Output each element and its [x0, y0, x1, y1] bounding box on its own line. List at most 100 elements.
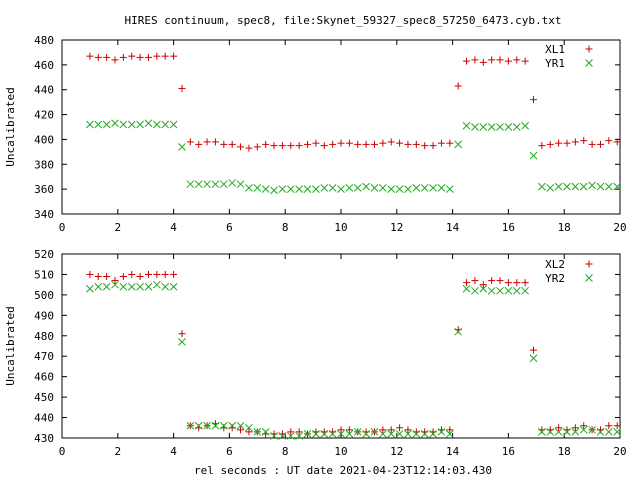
data-point	[219, 180, 228, 189]
data-point	[287, 428, 295, 436]
data-point	[111, 119, 119, 128]
data-point	[161, 52, 169, 60]
data-point	[303, 185, 312, 193]
data-point	[354, 140, 362, 148]
data-point	[555, 424, 563, 432]
legend-marker	[585, 260, 593, 268]
data-point	[278, 142, 286, 150]
x-tick-label: 0	[59, 445, 66, 458]
data-point	[295, 432, 304, 440]
data-point	[153, 270, 161, 278]
series-yr2	[86, 280, 622, 440]
data-point	[387, 430, 396, 438]
data-point	[136, 120, 144, 129]
data-point	[579, 182, 588, 191]
data-point	[521, 57, 529, 65]
data-point	[420, 184, 429, 192]
data-point	[337, 185, 345, 193]
data-point	[203, 138, 211, 146]
data-point	[102, 120, 111, 129]
data-point	[144, 282, 153, 291]
y-tick-label: 460	[34, 371, 54, 384]
data-point	[521, 286, 529, 295]
y-tick-label: 470	[34, 350, 54, 363]
data-point	[454, 82, 462, 90]
data-point	[404, 140, 412, 148]
y-tick-label: 420	[34, 109, 54, 122]
data-point	[496, 123, 504, 131]
data-point	[538, 182, 546, 191]
data-point	[538, 142, 546, 150]
y-tick-label: 490	[34, 309, 54, 322]
x-axis-label: rel seconds : UT date 2021-04-23T12:14:0…	[194, 464, 492, 477]
y-tick-label: 510	[34, 268, 54, 281]
y-tick-label: 480	[34, 34, 54, 47]
y-tick-label: 360	[34, 183, 54, 196]
data-point	[596, 428, 605, 436]
data-point	[245, 428, 253, 436]
data-point	[178, 84, 186, 92]
data-point	[387, 138, 395, 146]
data-point	[195, 140, 203, 148]
data-point	[513, 56, 521, 64]
data-point	[295, 142, 303, 150]
data-point	[86, 284, 94, 293]
plot-frame	[61, 39, 621, 215]
y-axis-label: Uncalibrated	[4, 87, 17, 166]
legend-label: YR2	[545, 272, 565, 285]
data-point	[504, 286, 513, 295]
data-point	[546, 140, 554, 148]
data-point	[487, 123, 496, 131]
data-point	[579, 425, 588, 434]
data-point	[144, 53, 152, 61]
data-point	[144, 270, 152, 278]
data-point	[186, 180, 195, 189]
data-point	[395, 185, 404, 193]
y-tick-label: 340	[34, 208, 54, 221]
data-point	[286, 432, 295, 440]
data-point	[378, 430, 387, 438]
data-point	[295, 185, 304, 193]
data-point	[554, 182, 563, 191]
data-point	[86, 270, 94, 278]
data-point	[496, 56, 504, 64]
x-tick-label: 2	[114, 445, 121, 458]
data-point	[463, 279, 471, 287]
data-point	[153, 52, 161, 60]
data-point	[194, 180, 203, 189]
data-point	[144, 119, 153, 128]
data-point	[253, 184, 262, 192]
data-point	[136, 53, 144, 61]
data-point	[211, 180, 220, 189]
data-point	[253, 143, 261, 151]
data-point	[488, 277, 496, 285]
data-point	[119, 53, 127, 61]
data-point	[178, 338, 186, 346]
data-point	[488, 56, 496, 64]
data-point	[396, 424, 404, 432]
data-point	[270, 142, 278, 150]
data-point	[203, 421, 211, 430]
data-point	[94, 120, 103, 129]
data-point	[186, 138, 194, 146]
data-point	[563, 139, 571, 147]
data-point	[446, 139, 454, 147]
data-point	[605, 137, 613, 145]
data-point	[261, 428, 270, 436]
data-point	[153, 280, 161, 289]
data-point	[420, 430, 429, 438]
data-point	[111, 277, 119, 285]
x-tick-label: 18	[558, 221, 571, 234]
data-point	[312, 139, 320, 147]
series-xl2	[86, 270, 621, 438]
data-point	[253, 428, 262, 436]
data-point	[596, 182, 605, 191]
data-point	[128, 270, 136, 278]
data-point	[320, 184, 329, 192]
y-tick-label: 380	[34, 158, 54, 171]
data-point	[287, 142, 295, 150]
x-tick-label: 6	[226, 221, 233, 234]
data-point	[345, 184, 354, 192]
legend-label: XL1	[545, 43, 565, 56]
